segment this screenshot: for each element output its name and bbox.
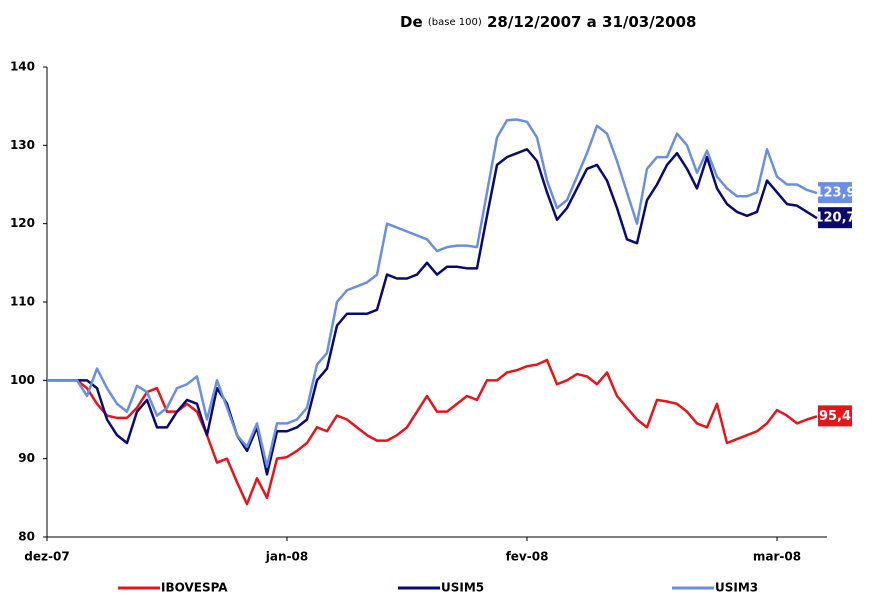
value-label-box xyxy=(818,182,852,204)
x-tick-label: fev-08 xyxy=(506,550,549,564)
y-tick-label: 80 xyxy=(18,530,35,544)
legend-label: USIM3 xyxy=(715,581,758,595)
legend-label: USIM5 xyxy=(441,581,484,595)
y-tick-label: 110 xyxy=(10,295,35,309)
x-tick-label: jan-08 xyxy=(265,550,308,564)
value-label-box xyxy=(818,207,852,229)
value-label: 95,4 xyxy=(819,409,851,424)
y-tick-label: 100 xyxy=(10,373,35,387)
legend-label: IBOVESPA xyxy=(161,581,228,595)
value-label: 123,9 xyxy=(814,186,855,201)
value-label: 120,7 xyxy=(814,211,855,226)
x-tick-label: dez-07 xyxy=(24,550,69,564)
y-tick-label: 120 xyxy=(10,216,35,230)
value-label-box xyxy=(818,405,852,427)
series-line xyxy=(47,148,818,476)
y-tick-label: 130 xyxy=(10,138,35,152)
y-tick-label: 140 xyxy=(10,60,35,74)
chart-title: De (base 100) 28/12/2007 a 31/03/2008 xyxy=(400,13,696,31)
series-line xyxy=(47,358,818,506)
y-tick-label: 90 xyxy=(18,451,35,465)
x-tick-label: mar-08 xyxy=(753,550,801,564)
series-line xyxy=(47,118,818,468)
